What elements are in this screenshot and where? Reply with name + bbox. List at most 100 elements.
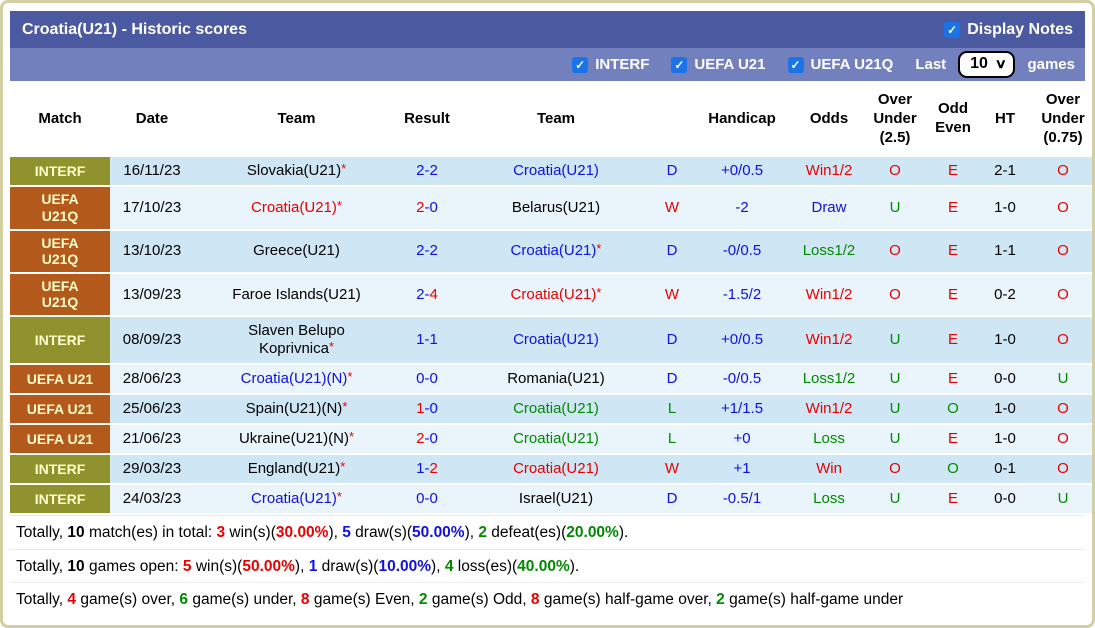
star-marker: *: [348, 429, 355, 445]
table-row: UEFA U21Q 13/09/23 Faroe Islands(U21) 2-4 Cr…: [10, 272, 1092, 318]
display-notes-checkbox[interactable]: ✓: [944, 21, 961, 38]
result-score: 1-1: [399, 316, 455, 366]
away-team-cell: Croatia(U21): [455, 394, 657, 426]
last-games-select[interactable]: 10 ∨: [958, 51, 1016, 78]
home-team-link[interactable]: Spain(U21)(N)*: [245, 399, 348, 418]
uefa-u21q-checkbox[interactable]: ✓: [787, 56, 804, 73]
home-score: 1: [416, 400, 425, 418]
away-team-link[interactable]: Croatia(U21): [513, 430, 599, 448]
away-team-link[interactable]: Croatia(U21): [513, 162, 599, 180]
away-team-link[interactable]: Croatia(U21): [513, 331, 599, 349]
table-row: INTERF 08/09/23 Slaven Belupo Koprivnica* 1…: [10, 316, 1092, 366]
score-dash: -: [424, 430, 430, 448]
away-team-cell: Croatia(U21): [455, 454, 657, 486]
odd-even-value: E: [929, 424, 977, 456]
away-team-link[interactable]: Croatia(U21): [513, 460, 599, 478]
summary-segment: draw(s)(: [317, 557, 379, 575]
home-team-link[interactable]: Croatia(U21)(N)*: [240, 369, 353, 388]
match-competition-badge: UEFA U21: [10, 424, 110, 456]
filter-uefa-u21[interactable]: ✓ UEFA U21: [671, 56, 766, 73]
away-team-cell: Belarus(U21): [455, 186, 657, 231]
handicap-value: +0/0.5: [687, 316, 797, 366]
result-letter: L: [657, 424, 687, 456]
handicap-value: +1: [687, 454, 797, 486]
result-letter: L: [657, 394, 687, 426]
summary-segment: 2: [418, 590, 428, 608]
star-marker: *: [596, 241, 602, 257]
away-team-link[interactable]: Croatia(U21)*: [510, 241, 602, 260]
away-team-link[interactable]: Croatia(U21)*: [510, 284, 602, 303]
home-team-cell: Croatia(U21)*: [194, 484, 399, 516]
home-team-link[interactable]: Slovakia(U21)*: [246, 161, 347, 180]
half-time-score: 1-1: [977, 229, 1033, 274]
display-notes-toggle[interactable]: ✓ Display Notes: [944, 21, 1073, 39]
home-team-link[interactable]: Faroe Islands(U21): [232, 285, 361, 303]
summary-segment: 8: [530, 590, 540, 608]
summary-segment: 1: [308, 557, 318, 575]
interf-label: INTERF: [595, 56, 650, 73]
away-team-cell: Croatia(U21): [455, 424, 657, 456]
odds-result: Loss1/2: [797, 364, 861, 396]
away-team-cell: Romania(U21): [455, 364, 657, 396]
col-over-under-25: Over Under (2.5): [861, 81, 929, 158]
score-dash: -: [424, 400, 430, 418]
star-marker: *: [340, 459, 346, 475]
match-date: 28/06/23: [110, 364, 194, 396]
odds-result: Win: [797, 454, 861, 486]
odd-even-value: E: [929, 364, 977, 396]
away-score: 2: [429, 162, 438, 180]
filter-bar: ✓ INTERF ✓ UEFA U21 ✓ UEFA U21Q Last 10 …: [10, 48, 1085, 81]
home-score: 0: [416, 490, 425, 508]
away-score: 0: [429, 430, 438, 448]
away-team-link[interactable]: Romania(U21): [507, 370, 605, 388]
match-date: 29/03/23: [110, 454, 194, 486]
summary-segment: 50.00%: [412, 524, 465, 542]
filter-uefa-u21q[interactable]: ✓ UEFA U21Q: [787, 56, 893, 73]
competition-label: UEFA U21Q: [41, 191, 79, 224]
last-label: Last: [915, 56, 947, 73]
home-team-cell: Spain(U21)(N)*: [194, 394, 399, 426]
home-team-link[interactable]: Croatia(U21)*: [251, 197, 342, 216]
historic-scores-table: Match Date Team Result Team Handicap Odd…: [10, 81, 1092, 516]
home-team-link[interactable]: Greece(U21): [253, 242, 340, 260]
home-team-link[interactable]: Ukraine(U21)(N)*: [238, 429, 355, 448]
summary-segment: defeat(es)(: [487, 524, 567, 542]
home-team-link[interactable]: Croatia(U21)*: [251, 489, 342, 508]
col-match: Match: [10, 81, 110, 158]
summary-segment: game(s) over,: [76, 590, 180, 608]
table-row: UEFA U21Q 13/10/23 Greece(U21) 2-2 Croatia(U…: [10, 229, 1092, 274]
home-team-link[interactable]: England(U21)*: [247, 459, 346, 478]
handicap-value: +0: [687, 424, 797, 456]
match-date: 16/11/23: [110, 157, 194, 188]
over-under-25-value: U: [861, 394, 929, 426]
away-score: 0: [429, 370, 438, 388]
away-team-link[interactable]: Croatia(U21): [513, 400, 599, 418]
col-handicap: Handicap: [687, 81, 797, 158]
away-team-link[interactable]: Israel(U21): [518, 490, 594, 508]
away-team-cell: Croatia(U21)*: [455, 272, 657, 318]
interf-checkbox[interactable]: ✓: [572, 56, 589, 73]
competition-label: INTERF: [34, 162, 86, 179]
match-date: 17/10/23: [110, 186, 194, 231]
result-score: 2-2: [399, 157, 455, 188]
result-letter: W: [657, 454, 687, 486]
last-games-value: 10: [970, 55, 988, 72]
summary-segment: Totally,: [16, 590, 68, 608]
over-under-075-value: U: [1033, 364, 1092, 396]
uefa-u21-checkbox[interactable]: ✓: [671, 56, 688, 73]
away-score: 2: [429, 242, 438, 260]
summary-segment: game(s) Odd,: [427, 590, 531, 608]
away-team-cell: Israel(U21): [455, 484, 657, 516]
summary-segment: draw(s)(: [350, 524, 413, 542]
match-date: 25/06/23: [110, 394, 194, 426]
away-score: 1: [429, 331, 438, 349]
over-under-075-value: O: [1033, 424, 1092, 456]
summary-segment: 50.00%: [242, 557, 295, 575]
filter-interf[interactable]: ✓ INTERF: [572, 56, 649, 73]
result-letter: D: [657, 157, 687, 188]
star-marker: *: [336, 197, 342, 213]
home-team-link[interactable]: Slaven Belupo Koprivnica*: [248, 322, 345, 358]
col-odds: Odds: [797, 81, 861, 158]
away-team-link[interactable]: Belarus(U21): [511, 198, 601, 216]
title-bar: Croatia(U21) - Historic scores ✓ Display…: [10, 11, 1085, 48]
